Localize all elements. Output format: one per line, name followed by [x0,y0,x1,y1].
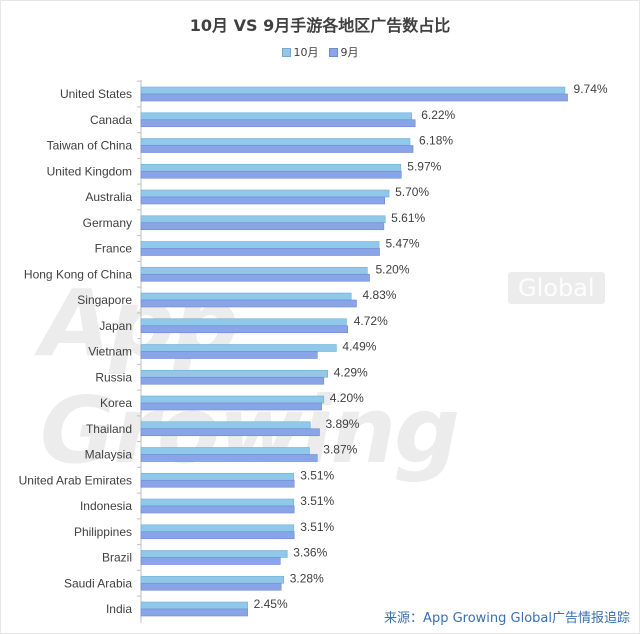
bar-oct [140,575,285,584]
category-label: Thailand [86,422,132,436]
category-label: United Kingdom [47,164,132,178]
bar-sep [140,505,295,514]
category-label: Hong Kong of China [24,267,132,281]
category-label: India [106,602,132,616]
bar-oct [140,550,288,558]
category-label: Korea [100,396,132,410]
bar-oct [140,472,295,481]
bar-sep [140,351,318,359]
category-label: Malaysia [85,448,133,462]
bar-oct [140,318,347,327]
bar-sep [140,402,322,411]
bar-oct [140,601,248,610]
category-label: Indonesia [80,499,132,513]
bar-oct [140,112,413,121]
data-label: 3.51% [300,494,334,508]
data-label: 3.51% [300,468,334,482]
bar-oct [140,138,411,146]
bar-oct [140,86,566,95]
category-label: Russia [95,370,132,384]
data-label: 5.97% [407,159,441,173]
category-label: United Arab Emirates [19,473,132,487]
legend-label-oct: 10月 [293,46,319,59]
category-label: Philippines [74,525,132,539]
data-label: 4.29% [334,365,368,379]
bar-sep [140,145,414,153]
chart-title: 10月 VS 9月手游各地区广告数占比 [189,16,451,35]
data-label: 5.47% [386,237,420,251]
legend-swatch-sep [328,47,338,57]
data-label: 2.45% [254,597,288,611]
category-label: Germany [83,216,132,230]
data-label: 5.20% [376,262,410,276]
bar-sep [140,299,357,308]
bar-oct [140,421,311,430]
category-label: Singapore [77,293,132,307]
bar-oct [140,395,325,404]
bar-oct [140,163,402,172]
legend-swatch-oct [281,47,291,57]
legend-item-sep: 9月 [328,44,359,60]
category-label: United States [60,87,132,101]
data-label: 5.61% [391,211,425,225]
category-label: Taiwan of China [47,139,133,153]
bar-sep [140,222,385,231]
bar-oct [140,369,329,378]
bar-oct [140,215,386,224]
legend-item-oct: 10月 [281,44,319,60]
bar-sep [140,557,281,565]
bar-oct [140,292,352,301]
category-label: Brazil [102,551,132,565]
bar-sep [140,428,320,437]
category-label: Australia [85,190,132,204]
bar-oct [140,447,310,455]
bar-oct [140,344,337,352]
category-label: Japan [99,319,132,333]
data-label: 9.74% [574,82,608,96]
data-label: 4.20% [330,391,364,405]
bar-sep [140,93,568,102]
source-note: 来源：App Growing Global广告情报追踪 [384,611,630,626]
category-label: France [95,242,133,256]
bar-oct [140,189,390,198]
bar-sep [140,608,248,617]
data-label: 3.28% [290,571,324,585]
bar-sep [140,325,349,334]
data-label: 3.36% [293,546,327,560]
data-label: 5.70% [395,185,429,199]
bar-sep [140,196,386,205]
bar-sep [140,170,402,179]
category-label: Vietnam [88,345,132,359]
bar-oct [140,498,295,507]
data-label: 6.18% [419,134,453,148]
bar-sep [140,119,416,128]
data-label: 4.83% [362,288,396,302]
bar-sep [140,479,295,488]
data-label: 3.51% [300,520,334,534]
category-label: Canada [90,113,132,127]
bar-oct [140,241,380,249]
bar-oct [140,524,295,533]
bar-sep [140,531,295,540]
bar-oct [140,266,368,275]
bar-sep [140,582,282,591]
bar-sep [140,376,325,385]
data-label: 4.49% [342,340,376,354]
data-label: 3.89% [325,417,359,431]
bar-sep [140,454,318,462]
chart-legend: 10月 9月 [0,44,640,60]
data-label: 4.72% [354,314,388,328]
legend-label-sep: 9月 [340,46,359,59]
bar-sep [140,248,380,256]
bar-sep [140,273,370,282]
data-label: 6.22% [421,108,455,122]
category-label: Saudi Arabia [64,576,132,590]
data-label: 3.87% [323,443,357,457]
